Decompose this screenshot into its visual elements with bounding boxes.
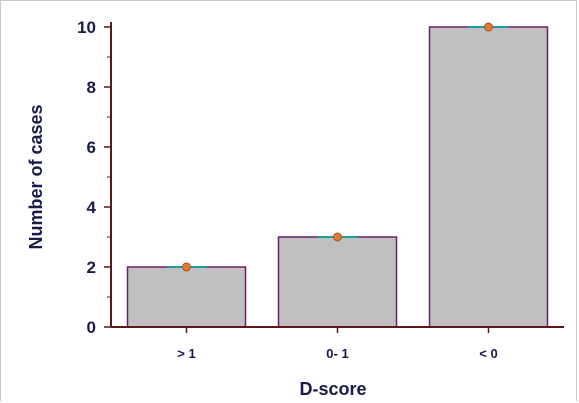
x-tick-label-3: < 0 xyxy=(479,346,497,361)
x-axis-title: D-score xyxy=(299,379,366,399)
data-point-3 xyxy=(484,22,493,32)
y-tick-label-5: 8 xyxy=(87,78,96,97)
y-tick-label-3: 4 xyxy=(87,198,97,217)
bar-1 xyxy=(126,266,247,328)
axes-group xyxy=(104,22,564,333)
x-tick-labels: > 1 0- 1 < 0 xyxy=(177,346,497,361)
y-tick-label-1: 0 xyxy=(87,318,96,337)
data-point-2 xyxy=(333,232,342,242)
x-tick-label-1: > 1 xyxy=(177,346,195,361)
y-tick-label-2: 2 xyxy=(87,258,96,277)
data-point-1 xyxy=(182,262,191,272)
x-tick-label-2: 0- 1 xyxy=(326,346,348,361)
bar-2 xyxy=(277,236,398,328)
y-tick-labels: 0 2 4 6 8 10 xyxy=(77,18,96,337)
bars-group xyxy=(126,26,549,328)
bar-3 xyxy=(428,26,549,328)
y-tick-label-6: 10 xyxy=(77,18,96,37)
y-tick-label-4: 6 xyxy=(87,138,96,157)
markers-group xyxy=(166,22,509,272)
y-axis-title: Number of cases xyxy=(26,104,46,249)
